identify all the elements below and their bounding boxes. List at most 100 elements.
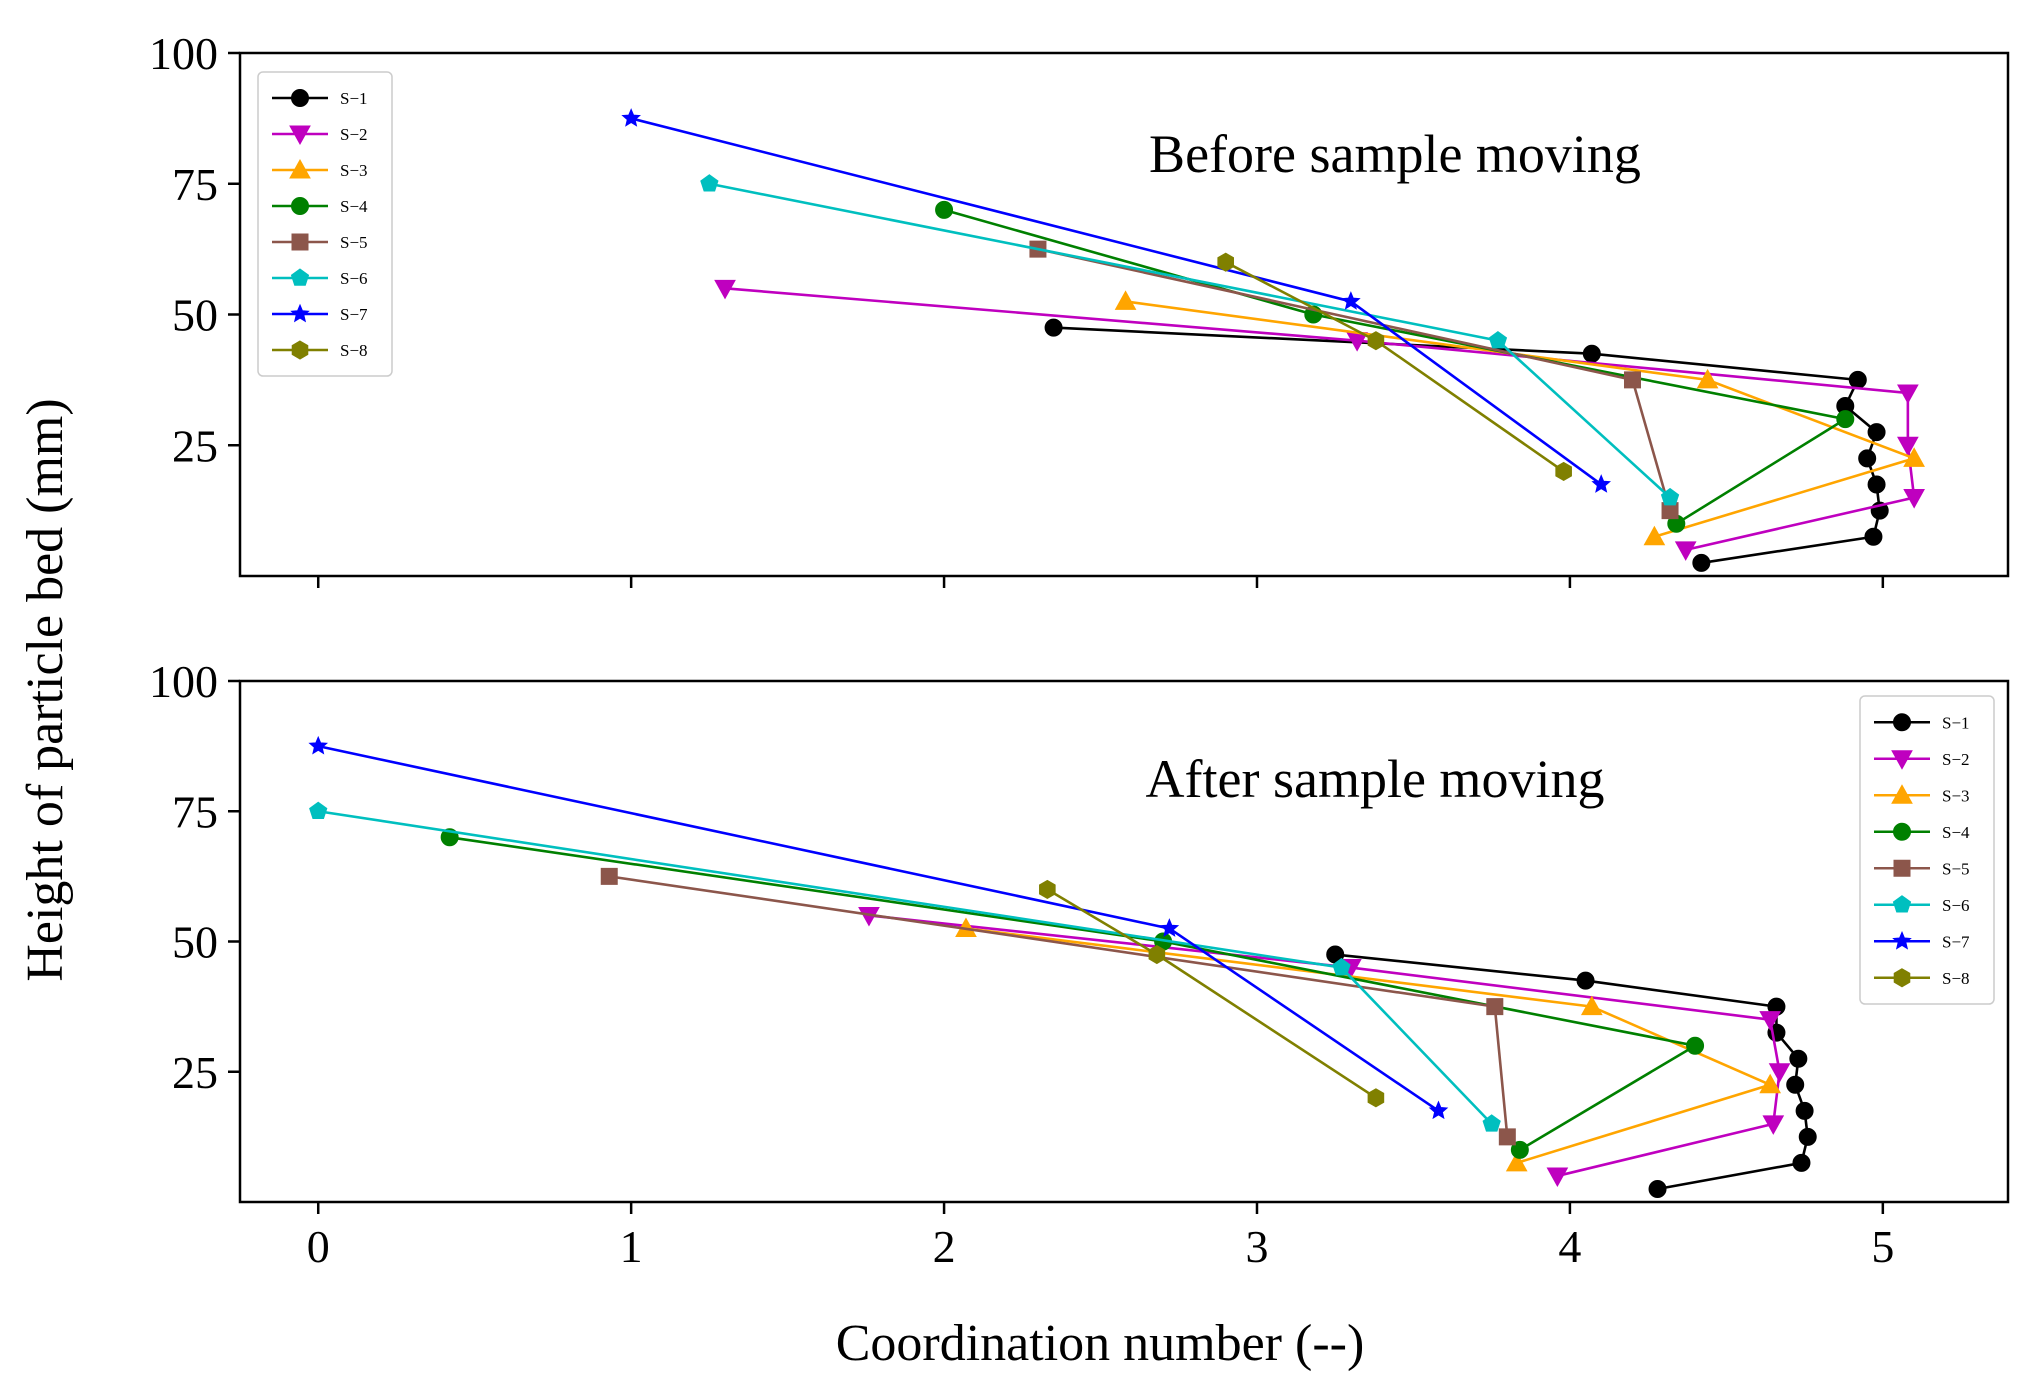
legend-label: S−5 [1942,859,1970,878]
panel-annotation: Before sample moving [1149,124,1641,184]
legend-marker [289,158,311,179]
legend-label: S−4 [1942,823,1970,842]
legend-marker [290,268,310,286]
y-axis-title: Height of particle bed (mm) [17,398,74,981]
y-tick-label: 100 [149,28,218,79]
data-point [1660,487,1680,506]
data-point [621,108,641,127]
legend-marker [1891,750,1913,770]
series-7 [621,108,1611,493]
legend-marker [1891,784,1913,804]
legend-marker [290,303,310,323]
panel-after-sample-moving: 0 1 2 3 4 5 25 50 75 100 After sample moving S−1 S−2… [149,656,2010,1272]
data-point [1505,1151,1528,1172]
data-point [1848,370,1867,389]
series-5 [1029,240,1679,520]
y-tick-label: 50 [172,917,218,968]
x-tick-label: 3 [1245,1221,1268,1272]
y-tick-label: 50 [172,290,218,341]
y-tick-label: 75 [172,159,218,210]
data-point [1643,525,1666,546]
data-point [1582,344,1601,363]
legend-label: S−7 [340,305,368,324]
data-point [600,867,618,885]
data-point [1864,527,1883,546]
x-tick-label: 1 [620,1221,643,1272]
legend-marker [1892,895,1912,913]
legend-label: S−3 [1942,786,1970,805]
legend-label: S−8 [340,341,368,360]
data-point [1903,447,1925,467]
data-point [1555,461,1572,481]
legend-label: S−6 [340,269,368,288]
data-point [935,200,954,219]
data-point [1576,971,1595,990]
legend: S−1 S−2 S−3 S−4 S−5 S−6 S−7 S−8 [1859,695,1995,1005]
series-line [1046,888,1377,1099]
series-line [1125,300,1916,539]
legend-label: S−2 [340,125,368,144]
series-line [965,927,1772,1165]
data-point [1591,474,1611,493]
data-point [1148,944,1166,965]
series-3 [1114,290,1925,546]
data-point [1486,998,1504,1016]
panel-annotation: After sample moving [1146,749,1605,809]
series-line [1053,326,1881,565]
series-line [1335,953,1810,1191]
x-tick-label: 2 [933,1221,956,1272]
data-point [1648,1179,1667,1198]
data-point [1039,879,1056,899]
data-point [1867,423,1886,442]
data-point [1903,489,1925,509]
series-8 [1217,252,1572,481]
data-point [1786,1075,1805,1094]
series-2 [714,279,1925,561]
legend-label: S−1 [340,89,368,108]
data-point [1674,541,1697,561]
data-point [1768,1063,1791,1083]
series-3 [955,917,1782,1172]
x-tick-label: 5 [1871,1221,1894,1272]
series-2 [858,906,1791,1187]
data-point [1897,436,1919,457]
series-8 [1039,879,1385,1108]
data-point [1759,1011,1782,1031]
data-point [1897,384,1919,404]
data-point [1332,957,1351,976]
data-point [1686,1036,1705,1055]
legend-marker [1893,859,1911,877]
data-point [1428,1100,1449,1120]
data-point [1867,475,1886,494]
plot-frame [238,51,2010,578]
y-tick-label: 25 [172,420,218,471]
data-point [1367,331,1385,351]
data-point [1759,1073,1782,1094]
data-point [1498,1128,1516,1146]
data-point [308,735,329,755]
legend-marker [1892,930,1912,950]
legend-box [1859,695,1995,1005]
legend-label: S−1 [1942,713,1970,732]
legend-label: S−5 [340,233,368,252]
series-line [943,208,1847,525]
data-point [1692,553,1711,572]
plot-frame [238,679,2010,1204]
data-point [1546,1167,1569,1187]
data-point [1341,291,1361,310]
data-point [1696,368,1719,389]
data-point [1367,1088,1385,1108]
series-line [1225,261,1565,473]
x-tick-label: 4 [1558,1221,1581,1272]
data-point [1114,290,1137,310]
data-point [1217,252,1234,272]
data-point [1623,371,1641,389]
series-6 [700,174,1680,506]
data-point [1482,1114,1501,1132]
legend-marker [291,197,309,215]
legend-label: S−6 [1942,896,1970,915]
legend-marker [289,125,311,146]
data-point [1510,1140,1529,1159]
